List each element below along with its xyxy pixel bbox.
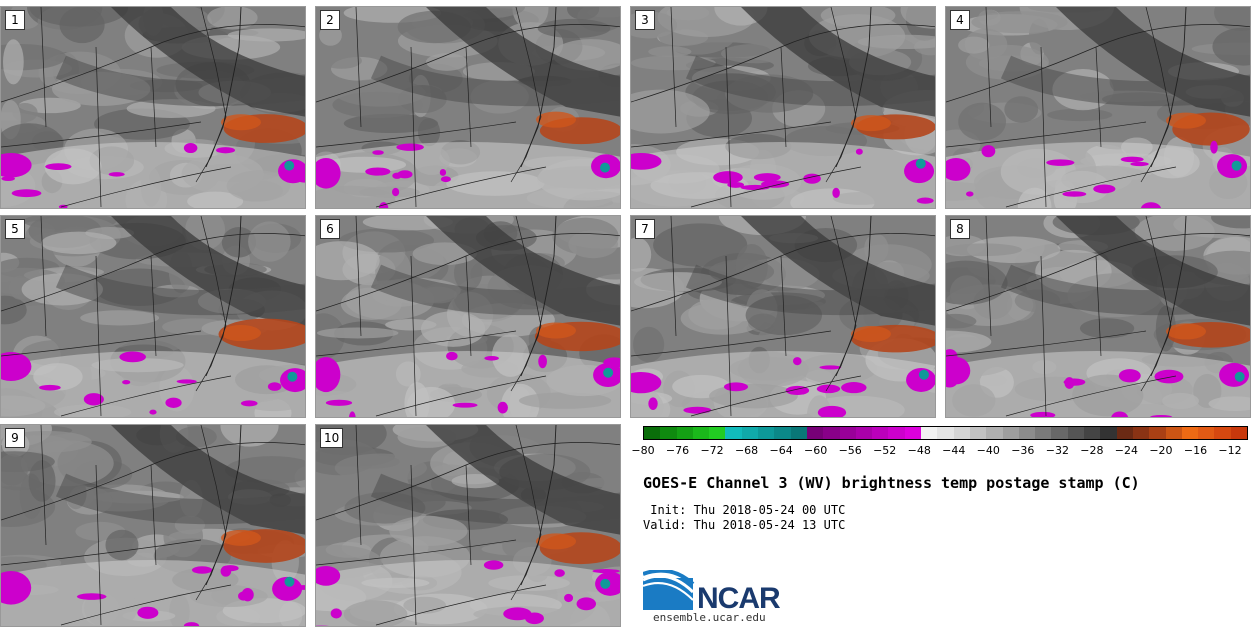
color-scale-segment xyxy=(774,427,791,439)
color-scale-segment xyxy=(790,427,807,439)
panel-number: 6 xyxy=(320,219,340,239)
color-scale-tick: −60 xyxy=(804,444,828,457)
panel-number: 5 xyxy=(5,219,25,239)
color-scale-segment xyxy=(855,427,873,439)
color-scale-segment xyxy=(644,427,661,439)
color-scale-segment xyxy=(904,427,922,439)
color-scale-segment xyxy=(839,427,856,439)
color-scale-segment xyxy=(1165,427,1182,439)
postage-stamp-panel: 7 xyxy=(630,215,936,418)
color-scale-tick: −36 xyxy=(1011,444,1035,457)
ncar-logo-text: NCAR xyxy=(697,582,781,615)
color-scale-segment xyxy=(1214,427,1231,439)
panel-number: 2 xyxy=(320,10,340,30)
color-scale-tick: −64 xyxy=(769,444,793,457)
color-scale-segment xyxy=(823,427,840,439)
color-scale-segment xyxy=(1051,427,1068,439)
color-scale-tick: −52 xyxy=(873,444,897,457)
color-scale-tick: −72 xyxy=(700,444,724,457)
color-scale-segment xyxy=(1100,427,1117,439)
panel-number: 3 xyxy=(635,10,655,30)
panel-number: 9 xyxy=(5,428,25,448)
color-scale-tick: −56 xyxy=(838,444,862,457)
color-scale-segment xyxy=(1035,427,1052,439)
color-scale-tick: −16 xyxy=(1183,444,1208,457)
color-scale-tick: −48 xyxy=(907,444,931,457)
color-scale-segment xyxy=(872,427,889,439)
color-scale-segment xyxy=(1084,427,1101,439)
postage-stamp-panel: 2 xyxy=(315,6,621,209)
color-scale-segment xyxy=(1149,427,1166,439)
color-scale-segment xyxy=(725,427,742,439)
panel-number: 8 xyxy=(950,219,970,239)
color-scale-segment xyxy=(709,427,726,439)
site-url: ensemble.ucar.edu xyxy=(653,611,766,624)
color-scale-segment xyxy=(741,427,759,439)
postage-stamp-panel: 6 xyxy=(315,215,621,418)
color-scale-ticks: −80 −76 −72 −68 −64 −60 −56 −52 −48 −44 −40 −36 −32−… xyxy=(631,444,1248,460)
panel-number: 7 xyxy=(635,219,655,239)
postage-stamp-panel: 3 xyxy=(630,6,936,209)
color-scale-tick: −40 xyxy=(976,444,1000,457)
panel-number: 10 xyxy=(320,428,344,448)
color-scale-segment xyxy=(1018,427,1036,439)
color-scale-tick: −32 xyxy=(1045,444,1069,457)
color-scale-segment xyxy=(1230,427,1247,439)
color-scale-tick: −80 xyxy=(631,444,655,457)
postage-stamp-panel: 4 xyxy=(945,6,1251,209)
color-scale-bar xyxy=(643,426,1248,440)
color-scale-segment xyxy=(676,427,693,439)
color-scale-tick: −68 xyxy=(734,444,759,457)
postage-stamp-panel: 1 xyxy=(0,6,306,209)
figure-title: GOES-E Channel 3 (WV) brightness temp po… xyxy=(643,474,1140,492)
color-scale-tick: −20 xyxy=(1149,444,1173,457)
panel-number: 4 xyxy=(950,10,970,30)
color-scale-segment xyxy=(1116,427,1133,439)
ncar-logo-icon xyxy=(643,570,695,610)
panel-number: 1 xyxy=(5,10,25,30)
color-scale-segment xyxy=(692,427,710,439)
color-scale-tick: −24 xyxy=(1114,444,1139,457)
postage-stamp-panel: 10 xyxy=(315,424,621,627)
color-scale-segment xyxy=(937,427,954,439)
valid-time: Valid: Thu 2018-05-24 13 UTC xyxy=(643,518,846,532)
init-time: Init: Thu 2018-05-24 00 UTC xyxy=(643,503,846,517)
color-scale-segment xyxy=(806,427,824,439)
color-scale-segment xyxy=(1181,427,1199,439)
color-scale-segment xyxy=(1067,427,1085,439)
color-scale-segment xyxy=(986,427,1003,439)
color-scale-tick: −12 xyxy=(1218,444,1242,457)
color-scale-segment xyxy=(1198,427,1215,439)
postage-stamp-panel: 8 xyxy=(945,215,1251,418)
color-scale-segment xyxy=(660,427,677,439)
color-scale-segment xyxy=(1002,427,1019,439)
color-scale-tick: −44 xyxy=(942,444,966,457)
color-scale-segment xyxy=(758,427,775,439)
color-scale-segment xyxy=(1132,427,1150,439)
color-scale-tick: −28 xyxy=(1080,444,1104,457)
postage-stamp-panel: 9 xyxy=(0,424,306,627)
postage-stamp-panel: 5 xyxy=(0,215,306,418)
color-scale-segment xyxy=(953,427,970,439)
color-scale-tick: −76 xyxy=(665,444,690,457)
color-scale-segment xyxy=(921,427,938,439)
color-scale-segment xyxy=(888,427,905,439)
color-scale-segment xyxy=(969,427,987,439)
